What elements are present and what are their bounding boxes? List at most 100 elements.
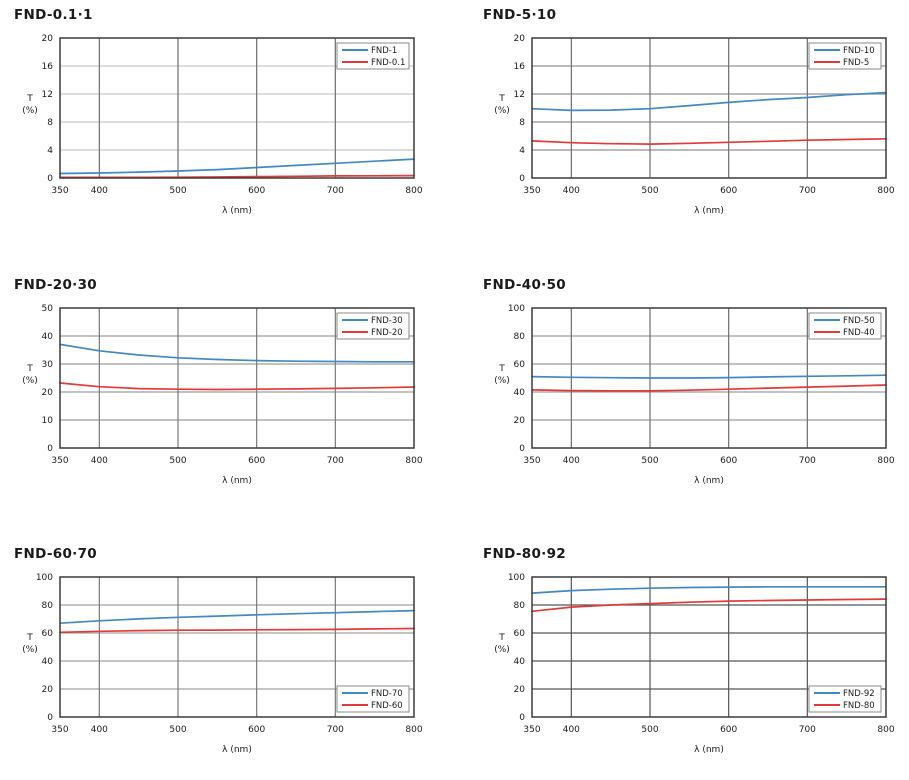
legend-label: FND-1 — [371, 46, 397, 56]
series-line-fnd-30 — [59, 343, 415, 363]
chart-plot-fnd-5-10: 0 4 8 12 16 20 350 400 500 600 700 800 T (%) λ (nm) FND… — [494, 34, 895, 216]
plot-frame — [531, 37, 887, 179]
charts-grid: FND-0.1·1 0 4 8 12 16 20 350 400 500 600 700 800 T (%)… — [0, 0, 909, 755]
x-axis-label: λ (nm) — [694, 206, 724, 216]
y-axis-label: T — [498, 364, 505, 374]
x-tick-label: 600 — [720, 456, 737, 466]
y-tick-label: 12 — [514, 90, 525, 100]
x-tick-label: 700 — [799, 456, 816, 466]
chart-title: FND-80·92 — [483, 546, 566, 562]
y-tick-label: 20 — [42, 388, 54, 398]
y-tick-label: 0 — [519, 174, 525, 184]
y-tick-label: 0 — [47, 174, 53, 184]
x-tick-label: 400 — [563, 725, 580, 735]
chart-title: FND-5·10 — [483, 7, 557, 23]
chart-title: FND-60·70 — [14, 546, 97, 562]
x-axis-label: λ (nm) — [222, 206, 252, 216]
x-axis-label: λ (nm) — [222, 745, 252, 755]
y-tick-label: 20 — [514, 34, 526, 44]
y-tick-label: 20 — [514, 416, 526, 426]
y-axis-label: (%) — [22, 376, 38, 386]
plot-frame — [531, 576, 887, 718]
y-tick-label: 0 — [47, 444, 53, 454]
x-axis-label: λ (nm) — [694, 476, 724, 486]
y-tick-label: 8 — [47, 118, 53, 128]
plot-frame — [59, 37, 415, 179]
legend-label: FND-0.1 — [371, 58, 405, 68]
series-line-fnd-60 — [59, 627, 415, 634]
chart-cell-fnd-60-70: FND-60·70 0 20 40 60 80 100 350 400 500 600 700 800 T… — [0, 535, 455, 755]
x-tick-label: 600 — [248, 456, 265, 466]
legend-box — [336, 312, 410, 340]
y-axis-label: T — [26, 364, 33, 374]
legend-box — [808, 42, 882, 70]
chart-cell-fnd-20-30: FND-20·30 0 10 20 30 40 50 350 400 500 600 700 800 T (… — [0, 268, 455, 535]
x-tick-label: 350 — [51, 725, 68, 735]
x-tick-label: 400 — [91, 456, 108, 466]
y-axis-label: (%) — [22, 645, 38, 655]
series-line-fnd-1 — [59, 158, 415, 175]
x-tick-label: 800 — [877, 456, 894, 466]
legend-label: FND-10 — [843, 46, 875, 56]
plot-frame — [59, 307, 415, 449]
y-tick-label: 40 — [514, 388, 526, 398]
legend: FND-70 FND-60 — [336, 685, 410, 713]
y-tick-label: 20 — [42, 685, 54, 695]
chart-cell-fnd-80-92: FND-80·92 0 20 40 60 80 100 350 400 500 600 700 800 T… — [455, 535, 909, 755]
y-axis-label: T — [26, 94, 33, 104]
series-line-fnd-80 — [531, 598, 887, 613]
chart-cell-fnd-0-1-1: FND-0.1·1 0 4 8 12 16 20 350 400 500 600 700 800 T (%)… — [0, 0, 455, 268]
x-tick-label: 400 — [563, 186, 580, 196]
y-tick-label: 16 — [42, 62, 54, 72]
chart-title: FND-20·30 — [14, 277, 97, 293]
x-tick-label: 700 — [327, 725, 344, 735]
series-line-fnd-10 — [531, 91, 887, 112]
y-tick-label: 0 — [519, 713, 525, 723]
legend-label: FND-70 — [371, 689, 403, 699]
x-tick-label: 800 — [877, 725, 894, 735]
x-tick-label: 500 — [169, 725, 186, 735]
legend-label: FND-50 — [843, 316, 875, 326]
plot-frame — [59, 576, 415, 718]
x-tick-label: 400 — [91, 725, 108, 735]
legend-label: FND-20 — [371, 328, 403, 338]
x-tick-label: 800 — [405, 725, 422, 735]
y-tick-label: 0 — [47, 713, 53, 723]
legend-box — [808, 685, 882, 713]
chart-plot-fnd-40-50: 0 20 40 60 80 100 350 400 500 600 700 800 T (%) λ (nm)… — [494, 304, 895, 486]
y-tick-label: 0 — [519, 444, 525, 454]
y-tick-label: 50 — [42, 304, 54, 314]
chart-cell-fnd-5-10: FND-5·10 0 4 8 12 16 20 350 400 500 600 700 800 T (%) λ… — [455, 0, 909, 268]
y-axis-label: (%) — [22, 106, 38, 116]
y-axis-label: (%) — [494, 645, 510, 655]
y-tick-label: 20 — [42, 34, 54, 44]
legend: FND-30 FND-20 — [336, 312, 410, 340]
legend-label: FND-92 — [843, 689, 875, 699]
y-tick-label: 100 — [36, 573, 53, 583]
plot-frame — [531, 307, 887, 449]
y-tick-label: 80 — [514, 601, 526, 611]
x-tick-label: 600 — [720, 725, 737, 735]
y-axis-label: T — [498, 633, 505, 643]
y-tick-label: 12 — [42, 90, 53, 100]
y-axis-label: T — [498, 94, 505, 104]
x-tick-label: 500 — [169, 456, 186, 466]
chart-plot-fnd-60-70: 0 20 40 60 80 100 350 400 500 600 700 800 T (%) λ (nm)… — [22, 573, 423, 755]
x-tick-label: 500 — [641, 186, 658, 196]
y-axis-label: T — [26, 633, 33, 643]
series-line-fnd-40 — [531, 384, 887, 392]
y-tick-label: 20 — [514, 685, 526, 695]
y-tick-label: 40 — [514, 657, 526, 667]
y-tick-label: 10 — [42, 416, 54, 426]
chart-title: FND-40·50 — [483, 277, 566, 293]
legend-box — [336, 685, 410, 713]
y-tick-label: 30 — [42, 360, 54, 370]
x-tick-label: 500 — [641, 456, 658, 466]
y-tick-label: 80 — [42, 601, 54, 611]
legend-label: FND-40 — [843, 328, 875, 338]
legend-label: FND-80 — [843, 701, 875, 711]
series-line-fnd-0-1 — [59, 174, 415, 179]
x-tick-label: 700 — [327, 186, 344, 196]
legend-label: FND-60 — [371, 701, 403, 711]
y-tick-label: 4 — [47, 146, 53, 156]
